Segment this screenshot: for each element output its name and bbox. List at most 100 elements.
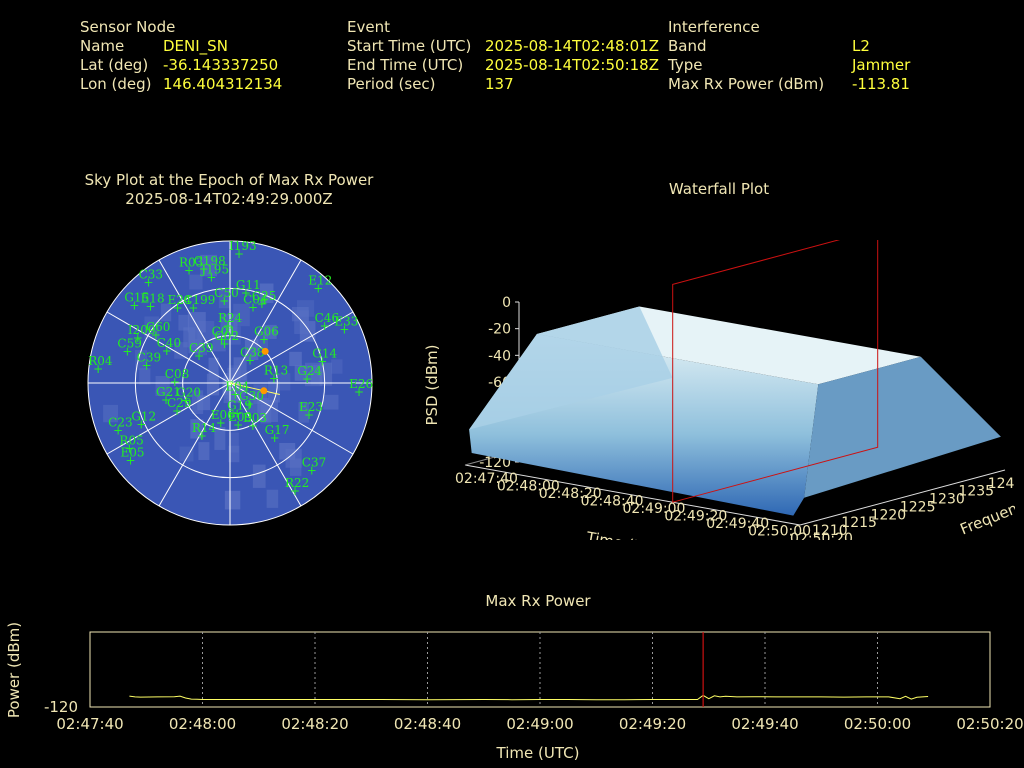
sky-texture-block [331,359,343,374]
satellite-label: G24 [297,364,322,378]
satellite-label: G17 [265,423,290,437]
satellite-label: R14 [192,421,217,435]
event-end-value: 2025-08-14T02:50:18Z [485,56,659,74]
satellite-label: B03 [243,411,267,425]
waterfall-surface-side [804,356,1001,498]
satellite-marker: + [181,394,191,408]
freq-tick-label: 1230 [929,492,965,508]
power-x-tick-label: 02:48:00 [169,715,236,733]
sky-texture-block [155,375,170,397]
satellite-label: G20 [176,386,201,400]
sky-texture-block [197,320,215,340]
satellite-label: E05 [121,446,145,460]
sky-texture-block [174,342,188,359]
satellite-label: R24 [218,311,243,325]
satellite-marker: + [257,297,267,311]
event-start-label: Start Time (UTC) [347,37,472,55]
satellite-label: R05 [119,433,143,447]
power-x-tick-label: 02:49:00 [506,715,573,733]
satellite-label: E26 [349,377,373,391]
time-tick-label: 02:50:00 [748,524,811,540]
satellite-label: R22 [285,476,309,490]
epoch-cursor-plane [672,240,879,503]
sensor-lon-value: 146.404312134 [163,75,283,93]
sky-texture-block [233,357,247,381]
power-x-tick-label: 02:49:20 [619,715,686,733]
satellite-label: C60 [146,320,170,334]
satellite-marker: + [304,408,314,422]
freq-axis-line [799,469,1006,526]
satellite-marker: + [269,371,279,385]
interference-power-value: -113.81 [852,75,910,93]
sky-texture-block [195,338,208,356]
interference-type-label: Type [668,56,703,74]
sky-texture-block [144,316,159,340]
satellite-label: C01 [212,325,236,339]
sensor-lon-label: Lon (deg) [80,75,152,93]
psd-tick-label: -40 [488,348,511,364]
power-series-line [129,694,929,701]
satellite-marker: + [307,464,317,478]
time-tick-label: 02:49:20 [664,509,727,525]
satellite-marker: + [146,299,156,313]
satellite-marker: + [142,358,152,372]
satellite-marker: + [270,431,280,445]
satellite-label: C37 [302,456,326,470]
satellite-marker: + [170,375,180,389]
satellite-label: R13 [264,363,288,377]
satellite-label: C198 [194,254,226,268]
satellite-marker: + [194,349,204,363]
sky-texture-block [233,303,250,327]
freq-tick-label: 1220 [871,507,907,523]
interference-band-label: Band [668,37,707,55]
satellite-marker: + [245,354,255,368]
event-period-label: Period (sec) [347,75,436,93]
satellite-label: E12 [308,273,332,287]
sky-texture-block [103,404,118,423]
satellite-marker: + [219,294,229,308]
interference-power-label: Max Rx Power (dBm) [668,75,825,93]
satellite-label: G14 [312,347,337,361]
satellite-label: E24 [168,293,192,307]
satellite-marker: + [206,270,216,284]
satellite-label: G06 [254,324,279,338]
satellite-label: E04 [225,379,249,393]
sky-texture-block [228,432,239,453]
satellite-marker: + [144,275,154,289]
sky-texture-block [208,357,219,381]
power-x-tick-label: 02:48:20 [281,715,348,733]
satellite-label: C02 [215,329,239,343]
freq-tick-label: 1240 [988,476,1015,492]
sensor-node-title: Sensor Node [80,18,176,36]
satellite-marker: + [162,344,172,358]
satellite-marker: + [216,416,226,430]
satellite-marker: + [248,419,258,433]
power-x-tick-label: 02:50:00 [844,715,911,733]
sky-texture-block [198,442,210,461]
psd-tick-label: 0 [502,295,511,311]
satellite-marker: + [184,263,194,277]
sky-texture-block [220,313,238,334]
power-y-tick-label: -120 [44,698,78,716]
power-x-tick-label: 02:50:20 [956,715,1023,733]
sky-texture-block [218,287,231,309]
time-tick-label: 02:49:00 [623,501,686,517]
time-tick-label: 02:48:40 [581,494,644,510]
satellite-marker: + [136,417,146,431]
satellite-label: C08 [165,367,189,381]
sky-texture-block [289,351,302,367]
time-axis-label: Time (UTC) [584,528,670,540]
satellite-marker: + [248,301,258,315]
satellite-label: G21 [156,385,181,399]
satellite-marker: + [217,333,227,347]
satellite-marker: + [354,385,364,399]
satellite-marker: + [313,281,323,295]
satellite-label: C50 [214,286,238,300]
satellite-label: C23 [108,415,132,429]
sky-texture-block [244,339,259,360]
satellite-label: C199 [183,293,215,307]
sky-texture-block [160,303,172,322]
satellite-label: C04 [243,293,268,307]
satellite-marker: + [233,418,243,432]
satellite-label: G12 [131,409,156,423]
